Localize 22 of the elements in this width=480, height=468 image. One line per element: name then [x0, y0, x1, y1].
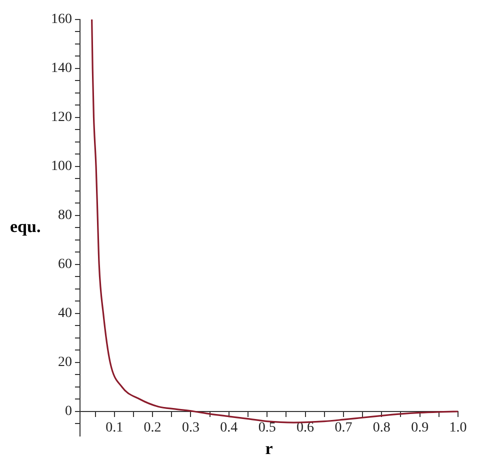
y-tick-label: 60: [58, 257, 72, 272]
y-tick-label: 140: [51, 61, 72, 76]
x-axis-title: r: [265, 438, 274, 458]
y-tick-label: 20: [58, 355, 72, 370]
x-tick-label: 0.3: [182, 420, 200, 436]
x-tick-label: 0.8: [372, 420, 390, 436]
x-tick-label: 1.0: [449, 420, 467, 436]
x-tick-label: 0.4: [220, 420, 238, 436]
x-tick-label: 0.9: [411, 420, 429, 436]
line-series: [91, 19, 458, 424]
y-tick-label: 80: [58, 208, 72, 224]
y-tick-label: 40: [58, 306, 72, 322]
y-tick-label: 120: [51, 110, 72, 126]
y-tick-label: 0: [65, 404, 72, 420]
y-tick-label: 100: [51, 159, 72, 174]
y-tick-label: 160: [51, 12, 72, 28]
x-tick-label: 0.6: [296, 420, 314, 436]
y-axis-title: equ.: [10, 217, 41, 236]
x-tick-label: 0.7: [334, 420, 352, 436]
x-tick-label: 0.5: [258, 420, 276, 436]
x-tick-label: 0.2: [144, 420, 162, 436]
x-tick-label: 0.1: [106, 420, 124, 436]
